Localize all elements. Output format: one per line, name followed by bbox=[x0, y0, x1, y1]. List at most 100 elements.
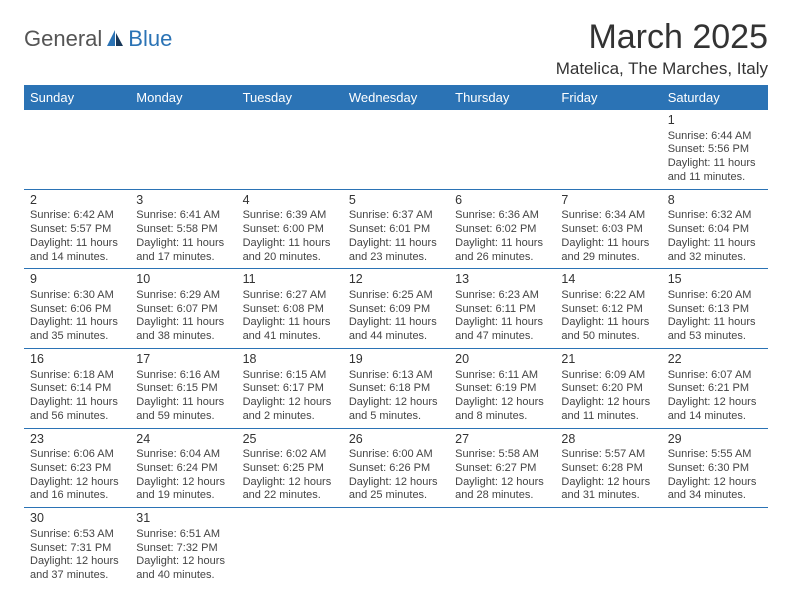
day-info: Sunrise: 6:25 AMSunset: 6:09 PMDaylight:… bbox=[349, 289, 443, 344]
daylight-text: Daylight: 12 hours and 2 minutes. bbox=[243, 396, 337, 424]
sunset-text: Sunset: 6:17 PM bbox=[243, 382, 337, 396]
title-block: March 2025 Matelica, The Marches, Italy bbox=[556, 18, 768, 79]
daylight-text: Daylight: 11 hours and 53 minutes. bbox=[668, 316, 762, 344]
daylight-text: Daylight: 11 hours and 41 minutes. bbox=[243, 316, 337, 344]
daylight-text: Daylight: 11 hours and 20 minutes. bbox=[243, 237, 337, 265]
calendar-cell: 19Sunrise: 6:13 AMSunset: 6:18 PMDayligh… bbox=[343, 348, 449, 428]
sunset-text: Sunset: 5:57 PM bbox=[30, 223, 124, 237]
day-info: Sunrise: 6:09 AMSunset: 6:20 PMDaylight:… bbox=[561, 369, 655, 424]
logo-sail-icon bbox=[104, 28, 126, 50]
calendar-table: SundayMondayTuesdayWednesdayThursdayFrid… bbox=[24, 85, 768, 587]
day-info: Sunrise: 6:22 AMSunset: 6:12 PMDaylight:… bbox=[561, 289, 655, 344]
day-number: 20 bbox=[455, 352, 549, 368]
dow-header: Friday bbox=[555, 85, 661, 110]
day-info: Sunrise: 5:57 AMSunset: 6:28 PMDaylight:… bbox=[561, 448, 655, 503]
calendar-cell: 7Sunrise: 6:34 AMSunset: 6:03 PMDaylight… bbox=[555, 189, 661, 269]
calendar-cell: 10Sunrise: 6:29 AMSunset: 6:07 PMDayligh… bbox=[130, 269, 236, 349]
calendar-cell bbox=[555, 110, 661, 189]
sunrise-text: Sunrise: 5:55 AM bbox=[668, 448, 762, 462]
day-info: Sunrise: 6:34 AMSunset: 6:03 PMDaylight:… bbox=[561, 209, 655, 264]
sunset-text: Sunset: 6:21 PM bbox=[668, 382, 762, 396]
daylight-text: Daylight: 11 hours and 35 minutes. bbox=[30, 316, 124, 344]
sunrise-text: Sunrise: 6:42 AM bbox=[30, 209, 124, 223]
daylight-text: Daylight: 11 hours and 50 minutes. bbox=[561, 316, 655, 344]
sunrise-text: Sunrise: 6:22 AM bbox=[561, 289, 655, 303]
sunset-text: Sunset: 6:25 PM bbox=[243, 462, 337, 476]
day-info: Sunrise: 6:23 AMSunset: 6:11 PMDaylight:… bbox=[455, 289, 549, 344]
sunset-text: Sunset: 6:04 PM bbox=[668, 223, 762, 237]
sunrise-text: Sunrise: 6:13 AM bbox=[349, 369, 443, 383]
calendar-cell: 1Sunrise: 6:44 AMSunset: 5:56 PMDaylight… bbox=[662, 110, 768, 189]
day-number: 7 bbox=[561, 193, 655, 209]
sunset-text: Sunset: 6:09 PM bbox=[349, 303, 443, 317]
day-number: 12 bbox=[349, 272, 443, 288]
header: General Blue March 2025 Matelica, The Ma… bbox=[24, 18, 768, 79]
daylight-text: Daylight: 11 hours and 32 minutes. bbox=[668, 237, 762, 265]
sunset-text: Sunset: 6:26 PM bbox=[349, 462, 443, 476]
daylight-text: Daylight: 12 hours and 25 minutes. bbox=[349, 476, 443, 504]
daylight-text: Daylight: 11 hours and 47 minutes. bbox=[455, 316, 549, 344]
logo-text-general: General bbox=[24, 26, 102, 52]
day-info: Sunrise: 6:02 AMSunset: 6:25 PMDaylight:… bbox=[243, 448, 337, 503]
day-number: 31 bbox=[136, 511, 230, 527]
day-info: Sunrise: 6:11 AMSunset: 6:19 PMDaylight:… bbox=[455, 369, 549, 424]
day-number: 13 bbox=[455, 272, 549, 288]
calendar-cell: 23Sunrise: 6:06 AMSunset: 6:23 PMDayligh… bbox=[24, 428, 130, 508]
daylight-text: Daylight: 11 hours and 38 minutes. bbox=[136, 316, 230, 344]
day-number: 23 bbox=[30, 432, 124, 448]
sunset-text: Sunset: 6:13 PM bbox=[668, 303, 762, 317]
day-info: Sunrise: 6:13 AMSunset: 6:18 PMDaylight:… bbox=[349, 369, 443, 424]
day-info: Sunrise: 6:51 AMSunset: 7:32 PMDaylight:… bbox=[136, 528, 230, 583]
daylight-text: Daylight: 11 hours and 29 minutes. bbox=[561, 237, 655, 265]
sunrise-text: Sunrise: 6:53 AM bbox=[30, 528, 124, 542]
sunset-text: Sunset: 6:07 PM bbox=[136, 303, 230, 317]
day-number: 1 bbox=[668, 113, 762, 129]
calendar-cell: 31Sunrise: 6:51 AMSunset: 7:32 PMDayligh… bbox=[130, 508, 236, 587]
calendar-week: 30Sunrise: 6:53 AMSunset: 7:31 PMDayligh… bbox=[24, 508, 768, 587]
sunrise-text: Sunrise: 6:18 AM bbox=[30, 369, 124, 383]
day-info: Sunrise: 6:20 AMSunset: 6:13 PMDaylight:… bbox=[668, 289, 762, 344]
calendar-cell bbox=[237, 508, 343, 587]
day-number: 16 bbox=[30, 352, 124, 368]
sunrise-text: Sunrise: 6:29 AM bbox=[136, 289, 230, 303]
sunrise-text: Sunrise: 6:34 AM bbox=[561, 209, 655, 223]
logo-text-blue: Blue bbox=[128, 26, 172, 52]
calendar-cell: 4Sunrise: 6:39 AMSunset: 6:00 PMDaylight… bbox=[237, 189, 343, 269]
day-info: Sunrise: 6:00 AMSunset: 6:26 PMDaylight:… bbox=[349, 448, 443, 503]
day-number: 9 bbox=[30, 272, 124, 288]
sunrise-text: Sunrise: 6:20 AM bbox=[668, 289, 762, 303]
day-info: Sunrise: 6:32 AMSunset: 6:04 PMDaylight:… bbox=[668, 209, 762, 264]
sunrise-text: Sunrise: 6:02 AM bbox=[243, 448, 337, 462]
calendar-cell: 11Sunrise: 6:27 AMSunset: 6:08 PMDayligh… bbox=[237, 269, 343, 349]
day-number: 11 bbox=[243, 272, 337, 288]
sunset-text: Sunset: 6:24 PM bbox=[136, 462, 230, 476]
daylight-text: Daylight: 12 hours and 14 minutes. bbox=[668, 396, 762, 424]
daylight-text: Daylight: 12 hours and 5 minutes. bbox=[349, 396, 443, 424]
sunset-text: Sunset: 6:20 PM bbox=[561, 382, 655, 396]
sunset-text: Sunset: 6:19 PM bbox=[455, 382, 549, 396]
day-number: 14 bbox=[561, 272, 655, 288]
sunset-text: Sunset: 6:01 PM bbox=[349, 223, 443, 237]
day-number: 27 bbox=[455, 432, 549, 448]
sunset-text: Sunset: 6:27 PM bbox=[455, 462, 549, 476]
sunrise-text: Sunrise: 6:51 AM bbox=[136, 528, 230, 542]
calendar-week: 23Sunrise: 6:06 AMSunset: 6:23 PMDayligh… bbox=[24, 428, 768, 508]
sunrise-text: Sunrise: 6:15 AM bbox=[243, 369, 337, 383]
sunset-text: Sunset: 6:12 PM bbox=[561, 303, 655, 317]
daylight-text: Daylight: 11 hours and 17 minutes. bbox=[136, 237, 230, 265]
day-number: 6 bbox=[455, 193, 549, 209]
day-info: Sunrise: 6:15 AMSunset: 6:17 PMDaylight:… bbox=[243, 369, 337, 424]
sunset-text: Sunset: 6:30 PM bbox=[668, 462, 762, 476]
day-info: Sunrise: 6:37 AMSunset: 6:01 PMDaylight:… bbox=[349, 209, 443, 264]
sunrise-text: Sunrise: 6:00 AM bbox=[349, 448, 443, 462]
calendar-cell: 21Sunrise: 6:09 AMSunset: 6:20 PMDayligh… bbox=[555, 348, 661, 428]
calendar-cell bbox=[237, 110, 343, 189]
calendar-cell bbox=[555, 508, 661, 587]
sunrise-text: Sunrise: 6:39 AM bbox=[243, 209, 337, 223]
sunrise-text: Sunrise: 6:25 AM bbox=[349, 289, 443, 303]
month-title: March 2025 bbox=[556, 18, 768, 57]
day-number: 29 bbox=[668, 432, 762, 448]
sunset-text: Sunset: 6:08 PM bbox=[243, 303, 337, 317]
sunrise-text: Sunrise: 6:07 AM bbox=[668, 369, 762, 383]
sunrise-text: Sunrise: 6:23 AM bbox=[455, 289, 549, 303]
